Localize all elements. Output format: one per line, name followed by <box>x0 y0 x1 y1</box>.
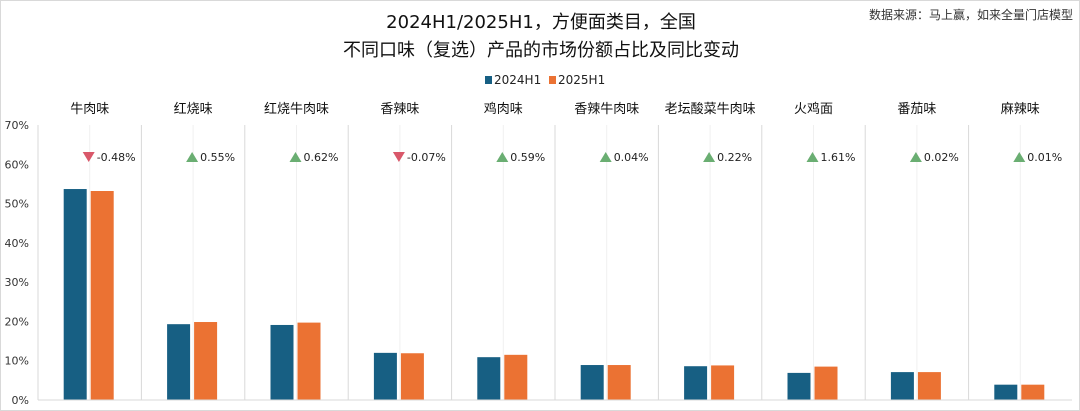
bar-2025H1-2 <box>297 322 321 400</box>
category-label: 香辣牛肉味 <box>574 102 639 117</box>
change-label: 1.61% <box>821 151 856 164</box>
y-tick-label: 0% <box>12 394 29 407</box>
change-label: 0.55% <box>200 151 235 164</box>
chart-title-line2: 不同口味（复选）产品的市场份额占比及同比变动 <box>343 40 739 61</box>
bar-2024H1-7 <box>787 372 811 400</box>
triangle-up-icon <box>186 152 199 162</box>
change-label: 0.62% <box>304 151 339 164</box>
legend: 2024H1 2025H1 <box>485 73 605 87</box>
change-label: -0.48% <box>97 151 136 164</box>
y-tick-label: 30% <box>5 276 29 289</box>
bar-2024H1-5 <box>580 365 604 400</box>
triangle-up-icon <box>1013 152 1026 162</box>
category-label: 鸡肉味 <box>484 101 523 117</box>
change-label: 0.04% <box>614 151 649 164</box>
bar-2025H1-8 <box>917 372 941 400</box>
chart-title-line1: 2024H1/2025H1，方便面类目，全国 <box>386 12 696 33</box>
bar-2024H1-2 <box>270 324 294 400</box>
legend-label-2024: 2024H1 <box>494 73 541 87</box>
y-tick-label: 40% <box>5 237 29 250</box>
triangle-up-icon <box>909 152 922 162</box>
source-note: 数据来源：马上赢，如来全量门店模型 <box>869 7 1073 22</box>
legend-swatch-2024 <box>485 76 492 84</box>
bar-2024H1-8 <box>890 372 914 400</box>
triangle-up-icon <box>806 152 819 162</box>
y-tick-label: 70% <box>5 119 29 132</box>
bar-2025H1-7 <box>814 366 838 400</box>
change-label: 0.59% <box>510 151 545 164</box>
y-tick-label: 10% <box>5 355 29 368</box>
category-label: 麻辣味 <box>1001 102 1040 117</box>
bar-2025H1-3 <box>400 353 424 400</box>
bar-2024H1-9 <box>994 384 1018 400</box>
category-label: 红烧牛肉味 <box>264 101 329 117</box>
bar-2024H1-1 <box>167 324 191 400</box>
y-tick-label: 50% <box>5 198 29 211</box>
category-label: 牛肉味 <box>70 102 109 117</box>
y-tick-label: 60% <box>5 158 29 171</box>
change-label: 0.02% <box>924 151 959 164</box>
category-label: 红烧味 <box>174 101 213 117</box>
bar-2024H1-4 <box>477 357 501 400</box>
change-label: 0.01% <box>1027 151 1062 164</box>
bar-2025H1-6 <box>711 365 735 400</box>
category-label: 火鸡面 <box>794 101 833 117</box>
bar-2025H1-5 <box>607 365 631 400</box>
triangle-up-icon <box>496 152 509 162</box>
triangle-up-icon <box>599 152 612 162</box>
bar-2025H1-0 <box>90 191 114 400</box>
change-label: -0.07% <box>407 151 446 164</box>
triangle-down-icon <box>82 152 95 162</box>
bar-2025H1-9 <box>1021 384 1045 400</box>
change-label: 0.22% <box>717 151 752 164</box>
bar-2024H1-3 <box>373 352 397 400</box>
legend-swatch-2025 <box>549 76 556 84</box>
y-tick-label: 20% <box>5 315 29 328</box>
bar-2025H1-1 <box>194 322 218 400</box>
legend-label-2025: 2025H1 <box>558 73 605 87</box>
triangle-up-icon <box>289 152 302 162</box>
bar-2024H1-6 <box>684 366 708 400</box>
bar-2024H1-0 <box>63 189 87 400</box>
triangle-up-icon <box>703 152 716 162</box>
bar-2025H1-4 <box>504 354 528 400</box>
category-label: 老坛酸菜牛肉味 <box>665 102 756 117</box>
category-label: 番茄味 <box>897 102 936 117</box>
triangle-down-icon <box>392 152 405 162</box>
category-label: 香辣味 <box>380 102 419 117</box>
